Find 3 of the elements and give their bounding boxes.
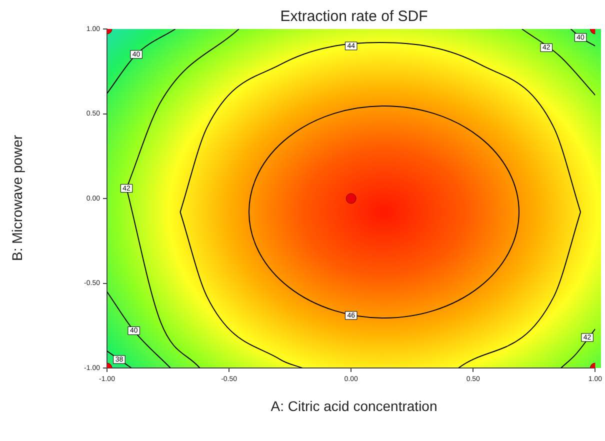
- x-axis-title: A: Citric acid concentration: [270, 398, 438, 414]
- y-axis-title: B: Microwave power: [9, 134, 25, 262]
- chart-title: Extraction rate of SDF: [279, 8, 429, 25]
